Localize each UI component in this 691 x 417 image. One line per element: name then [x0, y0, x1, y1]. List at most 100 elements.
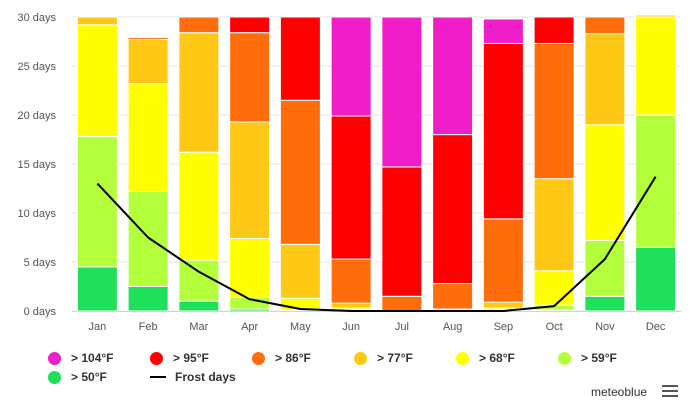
hamburger-menu-icon[interactable]: [662, 385, 678, 399]
legend-item-label: > 95°F: [173, 351, 209, 365]
bar-segment: [229, 16, 271, 34]
bar-segment: [178, 300, 220, 312]
bar-segment: [279, 99, 321, 245]
legend-item-label: > 50°F: [71, 370, 107, 384]
bar-segment: [76, 16, 118, 26]
bar-segment: [635, 16, 677, 116]
legend-item-label: > 59°F: [581, 351, 617, 365]
bar-segment: [482, 42, 524, 220]
y-tick-label: 10 days: [17, 208, 56, 220]
bar-segment: [279, 243, 321, 299]
legend-item[interactable]: > 68°F: [456, 349, 515, 367]
chart-grid: [72, 16, 681, 312]
legend-item-label: Frost days: [175, 370, 236, 384]
frost-days-polyline: [96, 176, 657, 312]
bar-segment: [533, 42, 575, 180]
bar-segment: [584, 16, 626, 35]
y-tick-label: 5 days: [24, 257, 57, 269]
menu-bar: [662, 395, 678, 397]
legend-item[interactable]: > 95°F: [150, 349, 209, 367]
y-tick-label: 0 days: [24, 306, 57, 318]
legend-item[interactable]: > 86°F: [252, 349, 311, 367]
bar-segment: [178, 259, 220, 302]
x-tick-label: Jun: [342, 321, 360, 333]
legend-color-swatch: [354, 351, 367, 365]
chart-bars: [76, 14, 677, 312]
bar-segment: [584, 33, 626, 126]
legend-color-swatch: [456, 351, 469, 365]
bar-segment: [635, 114, 677, 248]
legend-item[interactable]: > 104°F: [48, 349, 114, 367]
bar-segment: [533, 178, 575, 272]
bar-segment: [584, 124, 626, 241]
legend-item-label: > 104°F: [71, 351, 114, 365]
x-tick-label: Feb: [139, 321, 158, 333]
bar-segment: [584, 239, 626, 297]
x-tick-label: Oct: [546, 321, 563, 333]
legend-item[interactable]: Frost days: [150, 368, 236, 386]
x-tick-label: Nov: [595, 321, 615, 333]
x-tick-label: Apr: [241, 321, 258, 333]
bar-segment: [381, 166, 423, 297]
bar-segment: [178, 151, 220, 261]
legend-item-label: > 68°F: [479, 351, 515, 365]
legend-color-swatch: [48, 370, 61, 384]
legend-item[interactable]: > 77°F: [354, 349, 413, 367]
bar-segment: [229, 237, 271, 298]
menu-bar: [662, 390, 678, 392]
bar-segment: [76, 266, 118, 312]
bar-segment: [432, 134, 474, 285]
y-tick-label: 15 days: [17, 159, 56, 171]
menu-bar: [662, 385, 678, 387]
legend-item[interactable]: > 59°F: [558, 349, 617, 367]
x-tick-label: May: [290, 321, 311, 333]
bar-segment: [76, 136, 118, 268]
legend-item-label: > 86°F: [275, 351, 311, 365]
bar-segment: [635, 246, 677, 312]
bar-segment: [432, 16, 474, 136]
bar-segment: [76, 24, 118, 138]
bar-segment: [635, 14, 677, 18]
chart: 0 days 5 days 10 days 15 days 20 days 25 days…: [17, 12, 681, 333]
legend-item[interactable]: > 50°F: [48, 368, 107, 386]
x-axis-tick-labels: Jan Feb Mar Apr May Jun Jul Aug Sep Oct Nov Dec: [89, 321, 666, 333]
bar-segment: [178, 16, 220, 34]
x-tick-label: Jul: [395, 321, 409, 333]
x-tick-label: Jan: [89, 321, 107, 333]
bar-segment: [127, 190, 169, 287]
bar-segment: [330, 16, 372, 117]
bar-segment: [432, 283, 474, 310]
bar-segment: [229, 32, 271, 123]
legend-color-swatch: [150, 351, 163, 365]
y-tick-label: 25 days: [17, 61, 56, 73]
bar-segment: [381, 16, 423, 168]
bar-segment: [584, 295, 626, 312]
bar-segment: [533, 16, 575, 44]
bar-segment: [482, 18, 524, 44]
bar-segment: [482, 218, 524, 303]
legend-item-label: > 77°F: [377, 351, 413, 365]
legend-color-swatch: [558, 351, 571, 365]
x-tick-label: Aug: [443, 321, 463, 333]
bar-segment: [381, 295, 423, 312]
y-tick-label: 20 days: [17, 110, 56, 122]
legend-line-swatch: [150, 376, 166, 378]
x-tick-label: Dec: [646, 321, 666, 333]
bar-segment: [127, 37, 169, 41]
bar-segment: [330, 258, 372, 304]
bar-segment: [127, 83, 169, 192]
bar-segment: [330, 302, 372, 309]
bar-segment: [178, 32, 220, 153]
legend-color-swatch: [48, 351, 61, 365]
bar-segment: [330, 115, 372, 260]
bar-segment: [482, 301, 524, 309]
bar-segment: [127, 39, 169, 85]
x-tick-label: Sep: [494, 321, 514, 333]
bar-segment: [127, 286, 169, 312]
bar-segment: [279, 16, 321, 101]
x-tick-label: Mar: [189, 321, 208, 333]
y-tick-label: 30 days: [17, 12, 56, 24]
brand-label: meteoblue: [591, 385, 648, 399]
y-axis-tick-labels: 0 days 5 days 10 days 15 days 20 days 25 days…: [17, 12, 56, 318]
bar-segment: [229, 121, 271, 239]
